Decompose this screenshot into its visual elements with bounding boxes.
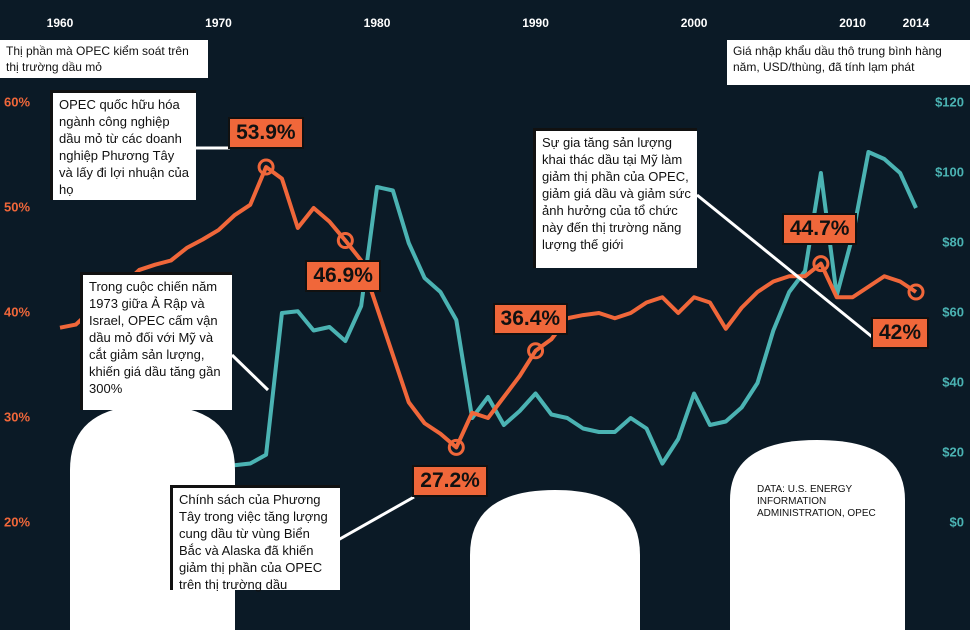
x-tick-label: 2010 bbox=[839, 16, 866, 30]
value-label: 36.4% bbox=[492, 302, 569, 335]
x-tick-label: 1990 bbox=[522, 16, 549, 30]
pointer bbox=[337, 495, 415, 542]
pointer bbox=[230, 353, 270, 392]
annotation: Trong cuộc chiến năm 1973 giữa Ả Rập và … bbox=[80, 272, 232, 410]
y-tick-label: 50% bbox=[4, 199, 30, 214]
y-tick-label: 20% bbox=[4, 514, 30, 529]
y-axis-title: Thị phần mà OPEC kiểm soát trên thị trườ… bbox=[0, 40, 208, 78]
value-label: 46.9% bbox=[305, 259, 381, 292]
blob bbox=[730, 440, 905, 630]
y2-tick-label: $100 bbox=[935, 164, 964, 179]
y-tick-label: 40% bbox=[4, 304, 30, 319]
blob bbox=[470, 490, 640, 630]
highlight-point bbox=[447, 438, 465, 456]
y-tick-label: 60% bbox=[4, 94, 30, 109]
annotation: OPEC quốc hữu hóa ngành công nghiệp dầu … bbox=[50, 90, 196, 200]
x-tick-label: 1980 bbox=[364, 16, 391, 30]
pointer bbox=[696, 193, 877, 342]
x-tick-label: 2000 bbox=[681, 16, 708, 30]
y2-axis-title: Giá nhập khẩu dầu thô trung bình hàng nă… bbox=[727, 40, 970, 85]
highlight-point bbox=[907, 283, 925, 301]
x-tick-label: 1970 bbox=[205, 16, 232, 30]
highlight-point bbox=[812, 255, 830, 273]
annotation: Sự gia tăng sản lượng khai thác dầu tại … bbox=[533, 128, 697, 268]
y2-tick-label: $60 bbox=[942, 304, 964, 319]
y2-tick-label: $120 bbox=[935, 94, 964, 109]
value-label: 27.2% bbox=[412, 465, 488, 498]
y2-tick-label: $80 bbox=[942, 234, 964, 249]
x-tick-label: 1960 bbox=[47, 16, 74, 30]
y2-tick-label: $20 bbox=[942, 444, 964, 459]
y-tick-label: 30% bbox=[4, 409, 30, 424]
highlight-point bbox=[257, 158, 275, 176]
annotation: Chính sách của Phương Tây trong việc tăn… bbox=[170, 485, 340, 592]
pointers bbox=[196, 146, 877, 542]
value-label: 44.7% bbox=[781, 212, 858, 245]
value-label: 53.9% bbox=[228, 117, 304, 150]
series-line bbox=[59, 165, 918, 450]
source: DATA: U.S. ENERGY INFORMATION ADMINISTRA… bbox=[757, 484, 876, 519]
x-tick-label: 2014 bbox=[903, 16, 930, 30]
y2-tick-label: $40 bbox=[942, 374, 964, 389]
value-label: 42% bbox=[871, 317, 930, 349]
highlight-point bbox=[336, 232, 354, 250]
y2-tick-label: $0 bbox=[950, 514, 964, 529]
highlight-point bbox=[527, 342, 545, 360]
